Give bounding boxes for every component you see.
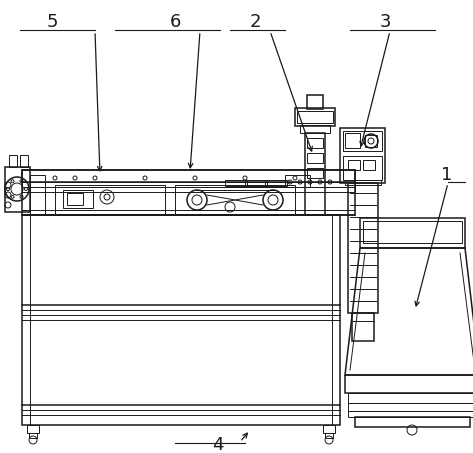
Bar [22,182,355,187]
Bar [307,138,323,148]
Bar [348,393,473,403]
Text: 6: 6 [169,13,181,31]
Bar [55,185,165,215]
Bar [22,170,355,182]
Bar [363,160,375,170]
Bar [20,155,28,167]
Text: 2: 2 [249,13,261,31]
Bar [343,156,382,180]
Bar [22,170,355,215]
Bar [300,125,330,133]
Text: 5: 5 [46,13,58,31]
Text: 4: 4 [212,436,224,453]
Bar [340,128,385,183]
Bar [363,221,462,243]
Bar [297,111,333,123]
Bar [67,193,83,205]
Bar [343,131,382,151]
Bar [175,185,295,215]
Bar [63,190,93,208]
Bar [345,375,473,393]
Bar [265,180,287,186]
Bar [225,180,247,186]
Bar [352,313,374,341]
Bar [360,218,465,248]
Bar [345,180,381,185]
Bar [365,135,377,147]
Bar [345,133,360,148]
Bar [325,433,333,438]
Bar [27,425,39,433]
Bar [285,175,310,187]
Bar [307,153,323,163]
Bar [348,183,378,313]
Bar [348,411,473,417]
Bar [22,215,340,425]
Bar [307,168,323,178]
Bar [305,133,325,215]
Text: 1: 1 [441,166,453,184]
Bar [22,187,355,192]
Bar [245,180,267,186]
Bar [348,160,360,170]
Bar [348,403,473,411]
Bar [323,425,335,433]
Bar [5,167,30,212]
Bar [307,95,323,109]
Bar [9,155,17,167]
Bar [29,433,37,438]
Bar [295,108,335,126]
Bar [355,417,470,427]
Bar [30,175,45,215]
Text: 3: 3 [379,13,391,31]
